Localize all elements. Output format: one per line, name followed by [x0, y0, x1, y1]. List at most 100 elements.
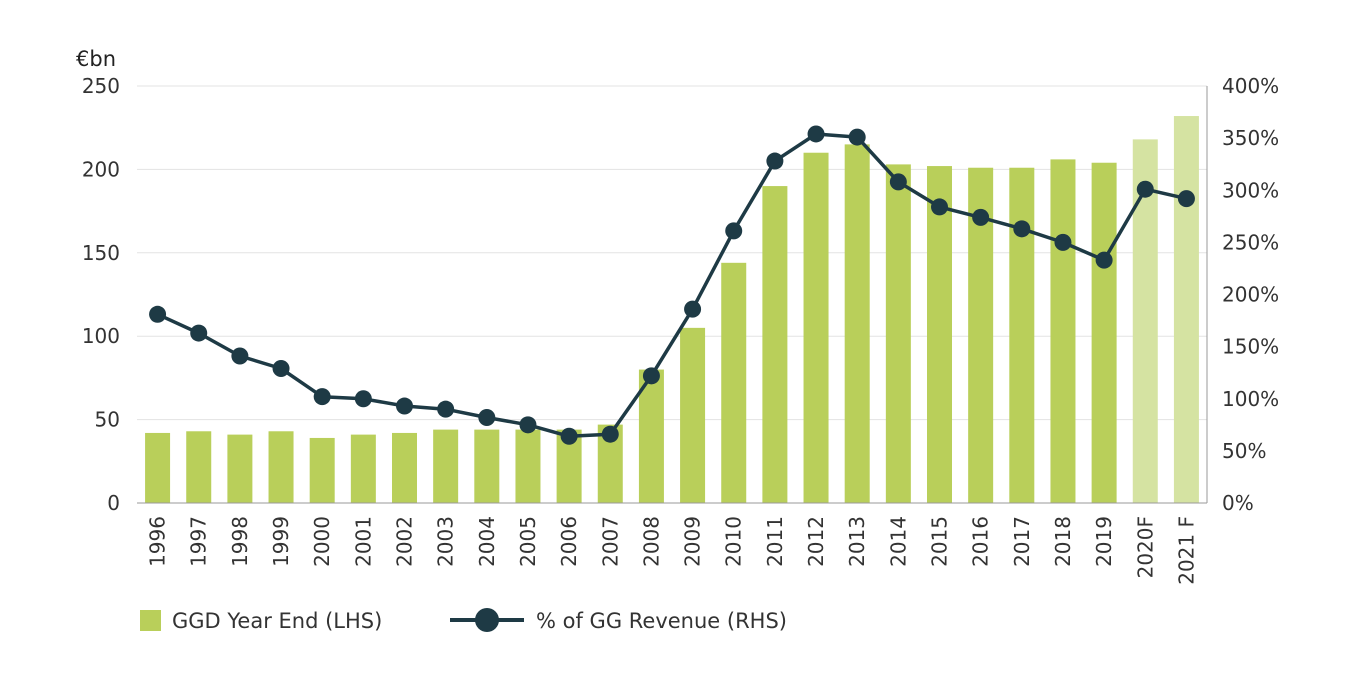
- line-point: [478, 409, 496, 427]
- left-tick-label: 150: [82, 241, 120, 265]
- x-tick-label: 2001: [351, 516, 375, 567]
- x-tick-label: 2017: [1010, 516, 1034, 567]
- line-point: [190, 324, 208, 342]
- bar: [638, 369, 664, 503]
- x-tick-label: 2014: [886, 516, 910, 567]
- line-point: [1095, 251, 1113, 269]
- bar-series: [145, 116, 1199, 504]
- x-tick-label: 2012: [804, 516, 828, 567]
- line-point: [725, 222, 743, 240]
- line-point: [313, 388, 331, 406]
- bar: [1173, 116, 1199, 504]
- line-point: [1136, 180, 1154, 198]
- right-tick-label: 100%: [1222, 387, 1279, 411]
- line-point: [972, 208, 990, 226]
- bar: [885, 164, 911, 503]
- left-axis-unit-label: €bn: [76, 47, 116, 71]
- left-tick-label: 100: [82, 324, 120, 348]
- line-point: [848, 128, 866, 146]
- line-point: [766, 152, 784, 170]
- bar: [515, 429, 541, 503]
- legend-bar-label: GGD Year End (LHS): [172, 609, 382, 633]
- bar: [927, 166, 952, 503]
- x-tick-label: 2016: [969, 516, 993, 567]
- left-tick-label: 50: [95, 408, 120, 432]
- line-point: [354, 390, 372, 408]
- right-tick-label: 350%: [1222, 126, 1279, 150]
- right-tick-label: 250%: [1222, 230, 1279, 254]
- x-tick-label: 2009: [681, 516, 705, 567]
- line-point: [1054, 233, 1072, 251]
- x-tick-label: 2006: [557, 516, 581, 567]
- line-point: [889, 173, 907, 191]
- x-tick-label: 2021 F: [1174, 516, 1198, 585]
- left-tick-label: 250: [82, 74, 120, 98]
- line-point: [1177, 190, 1195, 208]
- line-point: [437, 400, 455, 418]
- x-tick-label: 1997: [187, 516, 211, 567]
- legend-line-label: % of GG Revenue (RHS): [536, 609, 787, 633]
- x-tick-label: 2005: [516, 516, 540, 567]
- left-tick-label: 0: [107, 491, 120, 515]
- line-point: [519, 416, 537, 434]
- legend: GGD Year End (LHS) % of GG Revenue (RHS): [140, 608, 787, 633]
- bar: [1091, 162, 1117, 503]
- line-point: [642, 367, 660, 385]
- x-tick-label: 2018: [1051, 516, 1075, 567]
- x-tick-label: 2019: [1092, 516, 1116, 567]
- line-point: [272, 360, 290, 378]
- legend-line-marker: [475, 608, 499, 632]
- line-point: [396, 397, 413, 415]
- x-tick-label: 2003: [434, 516, 458, 567]
- bar: [227, 434, 253, 503]
- bar: [762, 186, 788, 503]
- bar: [1050, 159, 1076, 503]
- bar: [350, 434, 376, 503]
- right-tick-label: 150%: [1222, 335, 1279, 359]
- x-tick-label: 2002: [393, 516, 417, 567]
- x-tick-label: 2015: [928, 516, 952, 567]
- x-tick-label: 2020F: [1133, 516, 1157, 578]
- line-point: [601, 425, 619, 443]
- x-tick-label: 1999: [269, 516, 293, 567]
- x-tick-label: 1996: [146, 516, 170, 567]
- bar: [474, 429, 500, 503]
- axes: [137, 86, 1208, 504]
- right-tick-label: 400%: [1222, 74, 1279, 98]
- x-tick-label: 2000: [310, 516, 334, 567]
- x-tick-label: 2004: [475, 516, 499, 567]
- line-point: [231, 347, 249, 365]
- bar: [721, 262, 747, 503]
- legend-bar-swatch: [140, 610, 161, 631]
- x-axis-ticks: 1996 1997 1998 1999 2000 2001 2002 2003 2004 2005…: [146, 516, 1199, 585]
- x-tick-label: 2011: [763, 516, 787, 567]
- right-tick-label: 300%: [1222, 178, 1279, 202]
- line-point: [807, 125, 825, 143]
- bar: [680, 327, 706, 503]
- left-tick-label: 200: [82, 157, 120, 181]
- x-tick-label: 1998: [228, 516, 252, 567]
- bar: [392, 432, 417, 503]
- left-axis-ticks: 0 50 100 150 200 250: [82, 74, 120, 515]
- x-tick-label: 2013: [845, 516, 869, 567]
- gridlines: [137, 85, 1207, 421]
- right-tick-label: 0%: [1222, 491, 1254, 515]
- right-tick-label: 50%: [1222, 439, 1266, 463]
- bar: [803, 152, 829, 503]
- right-tick-label: 200%: [1222, 283, 1279, 307]
- line-point: [1013, 220, 1031, 238]
- x-tick-label: 2007: [598, 516, 622, 567]
- x-tick-label: 2008: [639, 516, 663, 567]
- bar: [433, 429, 459, 503]
- line-point: [931, 198, 948, 216]
- right-axis-ticks: 0% 50% 100% 150% 200% 250% 300% 350% 400%: [1222, 74, 1279, 515]
- line-point: [684, 300, 702, 318]
- bar: [1009, 167, 1035, 503]
- bar: [186, 431, 212, 503]
- bar: [844, 144, 870, 503]
- line-series: [149, 125, 1195, 445]
- bar: [145, 432, 171, 503]
- bar: [1132, 139, 1158, 503]
- bar: [309, 437, 335, 503]
